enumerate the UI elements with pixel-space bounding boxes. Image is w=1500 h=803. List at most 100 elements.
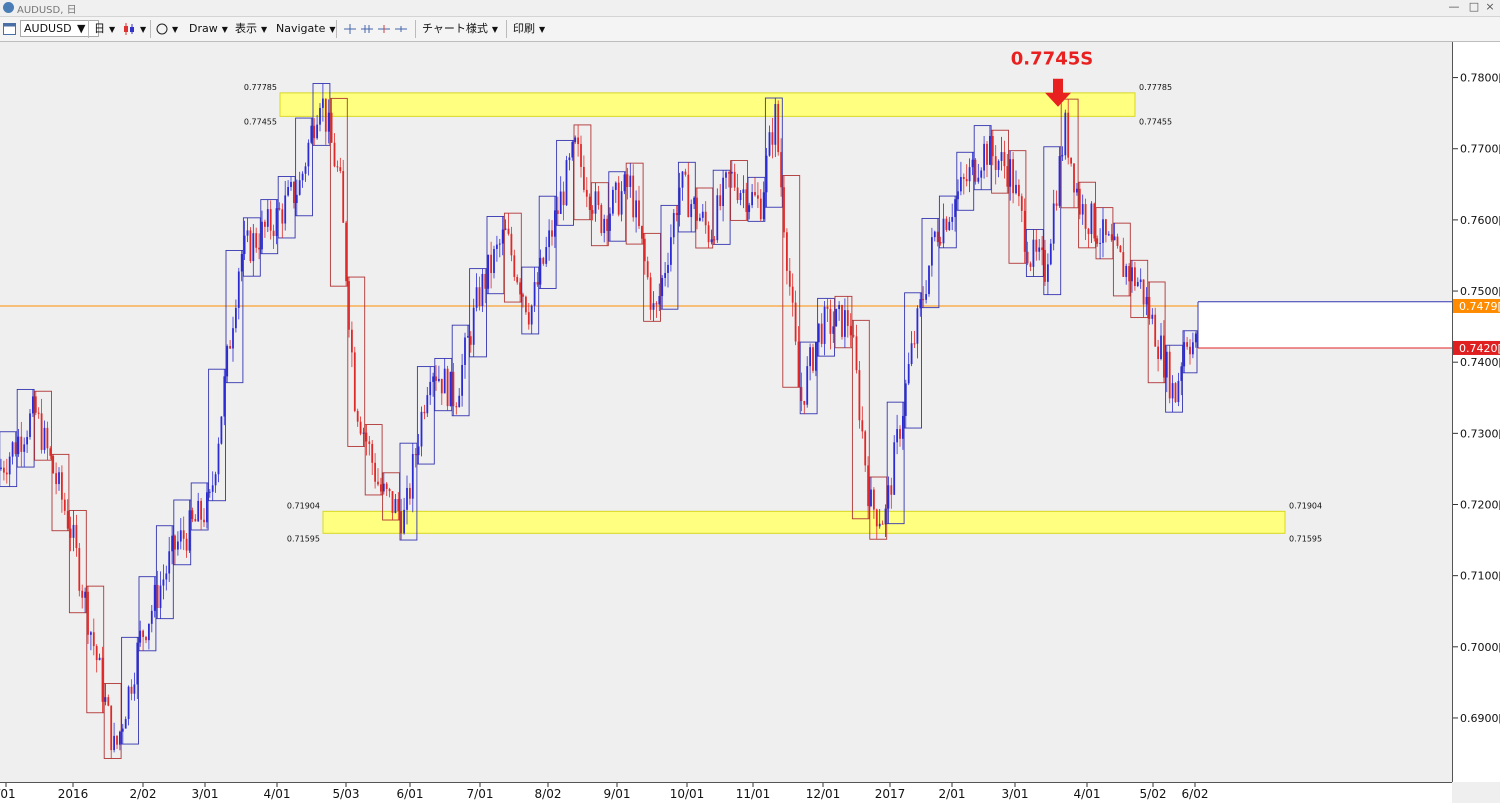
range-box (68, 509, 87, 614)
zoom-in-icon[interactable] (344, 24, 356, 34)
candle-body (887, 485, 890, 509)
candle-body (1038, 247, 1041, 252)
minimize-icon[interactable]: — (1448, 0, 1460, 13)
candle-style-menu[interactable]: ▼ (122, 21, 146, 37)
candle-body (1163, 335, 1165, 378)
price-chart-area[interactable]: 0.77785 0.77455 0.77785 0.77455 0.71904 0.715… (0, 42, 1452, 782)
candle-body (191, 510, 194, 520)
candle-body (928, 265, 930, 295)
candle-body (548, 230, 550, 248)
candle-body (713, 239, 716, 241)
price-axis[interactable]: 0.7800[0 0.7700[0 0.7600[0 0.7500[0 0.7400[0… (1452, 42, 1500, 782)
candle-body (704, 211, 707, 226)
candle-body (1078, 188, 1081, 215)
close-icon[interactable]: × (1485, 0, 1495, 13)
candle-body (878, 523, 881, 527)
candle-body (968, 167, 971, 182)
candle-body (113, 735, 115, 751)
timeframe-menu[interactable]: 日 ▼ (94, 21, 115, 37)
range-box (834, 295, 853, 349)
candle-body (791, 286, 794, 303)
candle-body (588, 196, 591, 211)
range-box (86, 585, 105, 714)
candle-body (739, 193, 742, 201)
candle-body (281, 209, 284, 224)
candle-body (43, 427, 46, 450)
candle-body (875, 509, 878, 527)
candle-body (623, 174, 626, 192)
range-box (295, 117, 313, 217)
candle-body (98, 657, 101, 661)
candle-body (324, 98, 327, 132)
maximize-icon[interactable]: □ (1468, 0, 1480, 13)
chart-style-menu[interactable]: チャート様式 ▼ (422, 21, 498, 37)
range-box (625, 162, 644, 245)
candle-body (826, 306, 829, 309)
candle-body (1122, 252, 1125, 277)
range-box (103, 683, 122, 759)
range-box (190, 482, 209, 531)
candle-body (133, 684, 136, 694)
candle-body (1047, 264, 1049, 282)
chart-window-icon[interactable] (3, 23, 16, 39)
time-tick-label: 2017 (875, 787, 906, 801)
candle-body (287, 187, 289, 196)
price-range-box (1198, 301, 1452, 348)
candle-body (626, 174, 629, 188)
candle-body (353, 352, 356, 411)
navigate-menu[interactable]: Navigate ▼ (276, 21, 336, 37)
candle-body (127, 686, 130, 720)
candle-body (411, 454, 414, 499)
range-box (608, 171, 627, 242)
candle-body (986, 143, 988, 165)
candle-body (348, 281, 350, 330)
chart-toolbar: AUDUSD ▼ 日 ▼ ▼ ▼ Draw ▼ 表示 ▼ Navigate ▼ チャート… (0, 17, 1500, 42)
symbol-select[interactable]: AUDUSD (20, 20, 99, 37)
candle-body (858, 370, 861, 421)
range-box (851, 319, 870, 520)
range-box (677, 161, 696, 233)
candle-body (438, 378, 440, 381)
candle-body (1107, 234, 1110, 236)
candle-body (116, 735, 118, 745)
candle-body (3, 467, 5, 473)
time-tick-label: 3/01 (192, 787, 219, 801)
range-box (1008, 150, 1027, 264)
candle-body (916, 308, 919, 344)
candle-body (530, 305, 533, 325)
candle-body (121, 728, 124, 732)
candle-body (1131, 267, 1133, 282)
candle-body (635, 200, 637, 218)
candle-body (496, 244, 498, 249)
time-axis[interactable]: /01 2016 2/02 3/01 4/01 5/03 6/01 7/01 8/02 9/01 1… (0, 782, 1452, 803)
view-menu[interactable]: 表示 ▼ (235, 21, 267, 37)
candle-body (359, 421, 362, 434)
candle-body (617, 182, 620, 215)
candle-body (861, 420, 864, 432)
candle-body (597, 191, 600, 206)
scroll-right-icon[interactable] (395, 26, 407, 32)
draw-label: Draw (189, 22, 218, 35)
candle-body (362, 432, 365, 434)
print-menu[interactable]: 印刷 ▼ (513, 21, 545, 37)
candle-body (525, 296, 527, 313)
candle-body (110, 705, 113, 751)
range-box (260, 199, 279, 255)
candle-body (150, 610, 153, 624)
candle-body (768, 132, 771, 156)
candle-body (629, 175, 632, 188)
candle-body (490, 254, 492, 274)
candle-body (78, 548, 81, 591)
candle-body (237, 271, 240, 308)
candle-body (278, 208, 281, 210)
zoom-out-icon[interactable] (361, 25, 373, 33)
scroll-left-icon[interactable] (378, 25, 390, 33)
shape-tool-menu[interactable]: ▼ (156, 21, 178, 37)
range-box (451, 324, 470, 417)
candle-body (852, 335, 855, 337)
candle-body (87, 591, 89, 635)
symbol-dropdown-icon[interactable]: ▼ (77, 22, 86, 35)
candle-body (545, 247, 548, 264)
draw-menu[interactable]: Draw ▼ (189, 21, 228, 37)
candle-body (498, 243, 501, 245)
